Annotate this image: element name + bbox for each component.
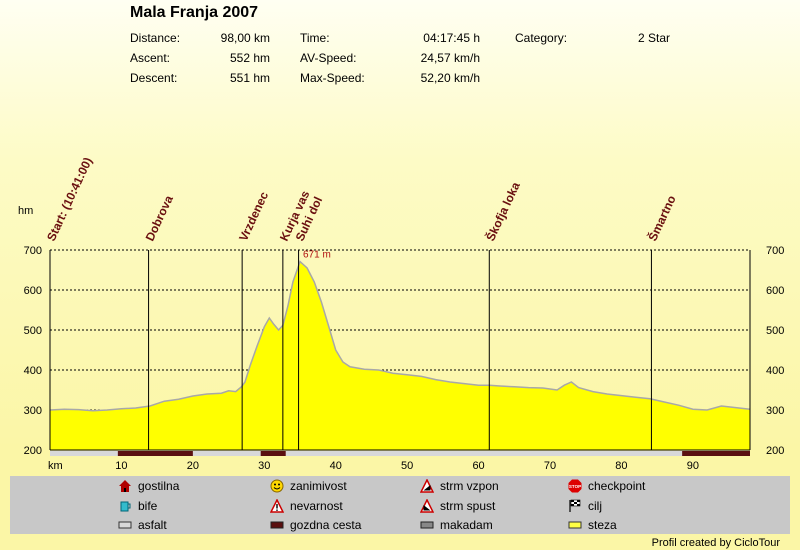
- waypoint-label: Dobrova: [143, 193, 176, 243]
- y-tick-label-right: 400: [766, 365, 784, 377]
- y-tick-label-right: 500: [766, 325, 784, 337]
- legend-strm-spust: strm spust: [420, 499, 495, 513]
- ascent-label: Ascent:: [130, 51, 171, 65]
- y-tick-label-right: 200: [766, 445, 784, 457]
- credit-text: Profil created by CicloTour: [651, 537, 780, 549]
- y-tick-label-right: 700: [766, 245, 784, 257]
- surface-segment: [682, 451, 750, 456]
- category-label: Category:: [515, 31, 568, 45]
- steza-swatch-icon: [568, 518, 582, 532]
- legend-steza: steza: [568, 518, 617, 532]
- legend-label: strm spust: [440, 499, 496, 513]
- legend-strm-vzpon: strm vzpon: [420, 479, 499, 493]
- profile-line: [49, 260, 751, 412]
- profile-area: [49, 260, 751, 450]
- avspeed-value: 24,57 km/h: [420, 51, 480, 65]
- elevation-chart: hm Start: (10:41:00) Dobrova Vrzdenec Kurja…: [18, 155, 785, 472]
- descent-value: 551 hm: [229, 71, 270, 85]
- gozdna-cesta-swatch-icon: [270, 518, 284, 532]
- distance-value: 98,00 km: [220, 31, 270, 45]
- legend-checkpoint: STOP checkpoint: [568, 479, 645, 493]
- category-value: 2 Star: [638, 31, 671, 45]
- legend-label: zanimivost: [290, 479, 347, 493]
- descent-label: Descent:: [130, 71, 178, 85]
- maxspeed-value: 52,20 km/h: [420, 71, 480, 85]
- legend-label: bife: [138, 499, 158, 513]
- x-axis-title: km: [48, 460, 63, 472]
- steep-descent-icon: [420, 499, 434, 513]
- legend: gostilna bife asfalt zanimivost nevarnos…: [10, 476, 790, 534]
- y-tick-label-right: 300: [766, 405, 784, 417]
- legend-asfalt: asfalt: [118, 518, 167, 532]
- legend-label: makadam: [440, 518, 493, 532]
- steep-climb-icon: [420, 479, 434, 493]
- stop-sign-icon: STOP: [568, 479, 582, 493]
- chart-title: Mala Franja 2007: [130, 4, 259, 21]
- legend-label: checkpoint: [588, 479, 646, 493]
- legend-gozdna-cesta: gozdna cesta: [270, 518, 361, 532]
- profile-fill: [50, 261, 750, 450]
- x-tick-label: 20: [187, 460, 199, 472]
- x-tick-label: 70: [544, 460, 556, 472]
- asfalt-swatch-icon: [118, 518, 132, 532]
- legend-label: gostilna: [138, 479, 180, 493]
- legend-label: steza: [588, 518, 617, 532]
- distance-label: Distance:: [130, 31, 181, 45]
- smiley-icon: [270, 479, 284, 493]
- legend-label: nevarnost: [290, 499, 343, 513]
- time-value: 04:17:45 h: [423, 31, 480, 45]
- legend-gostilna: gostilna: [118, 479, 179, 493]
- y-tick-label: 300: [24, 405, 42, 417]
- y-tick-label: 500: [24, 325, 42, 337]
- surface-bar: [50, 451, 750, 456]
- ascent-value: 552 hm: [229, 51, 270, 65]
- maxspeed-label: Max-Speed:: [300, 71, 365, 85]
- y-axis-title: hm: [18, 205, 33, 217]
- surface-asfalt: [50, 451, 750, 456]
- y-tick-label-right: 600: [766, 285, 784, 297]
- svg-text:STOP: STOP: [569, 484, 581, 489]
- legend-makadam: makadam: [420, 518, 493, 532]
- legend-bife: bife: [118, 499, 157, 513]
- makadam-swatch-icon: [420, 518, 434, 532]
- legend-label: cilj: [588, 499, 602, 513]
- avspeed-label: AV-Speed:: [300, 51, 357, 65]
- x-tick-label: 30: [258, 460, 270, 472]
- legend-label: gozdna cesta: [290, 518, 362, 532]
- cup-icon: [118, 499, 132, 513]
- time-label: Time:: [300, 31, 330, 45]
- legend-label: asfalt: [138, 518, 167, 532]
- x-tick-label: 80: [615, 460, 627, 472]
- legend-label: strm vzpon: [440, 479, 499, 493]
- waypoint-label: Start: (10:41:00): [44, 155, 95, 243]
- axes: 200 200 300 300 400 400 500 500 600 600 700 700 km 10…: [24, 245, 785, 472]
- warning-icon: [270, 499, 284, 513]
- y-tick-label: 600: [24, 285, 42, 297]
- legend-zanimivost: zanimivost: [270, 479, 347, 493]
- legend-cilj: cilj: [568, 499, 602, 513]
- waypoint-label: Šmartno: [645, 193, 679, 243]
- x-tick-label: 60: [472, 460, 484, 472]
- x-tick-label: 50: [401, 460, 413, 472]
- y-tick-label: 700: [24, 245, 42, 257]
- peak-annotation: 671 m: [303, 250, 331, 261]
- legend-nevarnost: nevarnost: [270, 499, 343, 513]
- x-tick-label: 90: [687, 460, 699, 472]
- surface-segment: [117, 451, 193, 456]
- y-tick-label: 200: [24, 445, 42, 457]
- waypoint-label: Vrzdenec: [236, 189, 271, 243]
- x-tick-label: 40: [330, 460, 342, 472]
- waypoint-label: Škofja loka: [482, 179, 523, 243]
- finish-flag-icon: [568, 499, 582, 513]
- house-icon: [118, 479, 132, 493]
- surface-segment: [260, 451, 286, 456]
- peak-label: 671 m: [303, 250, 331, 261]
- x-tick-label: 10: [115, 460, 127, 472]
- y-tick-label: 400: [24, 365, 42, 377]
